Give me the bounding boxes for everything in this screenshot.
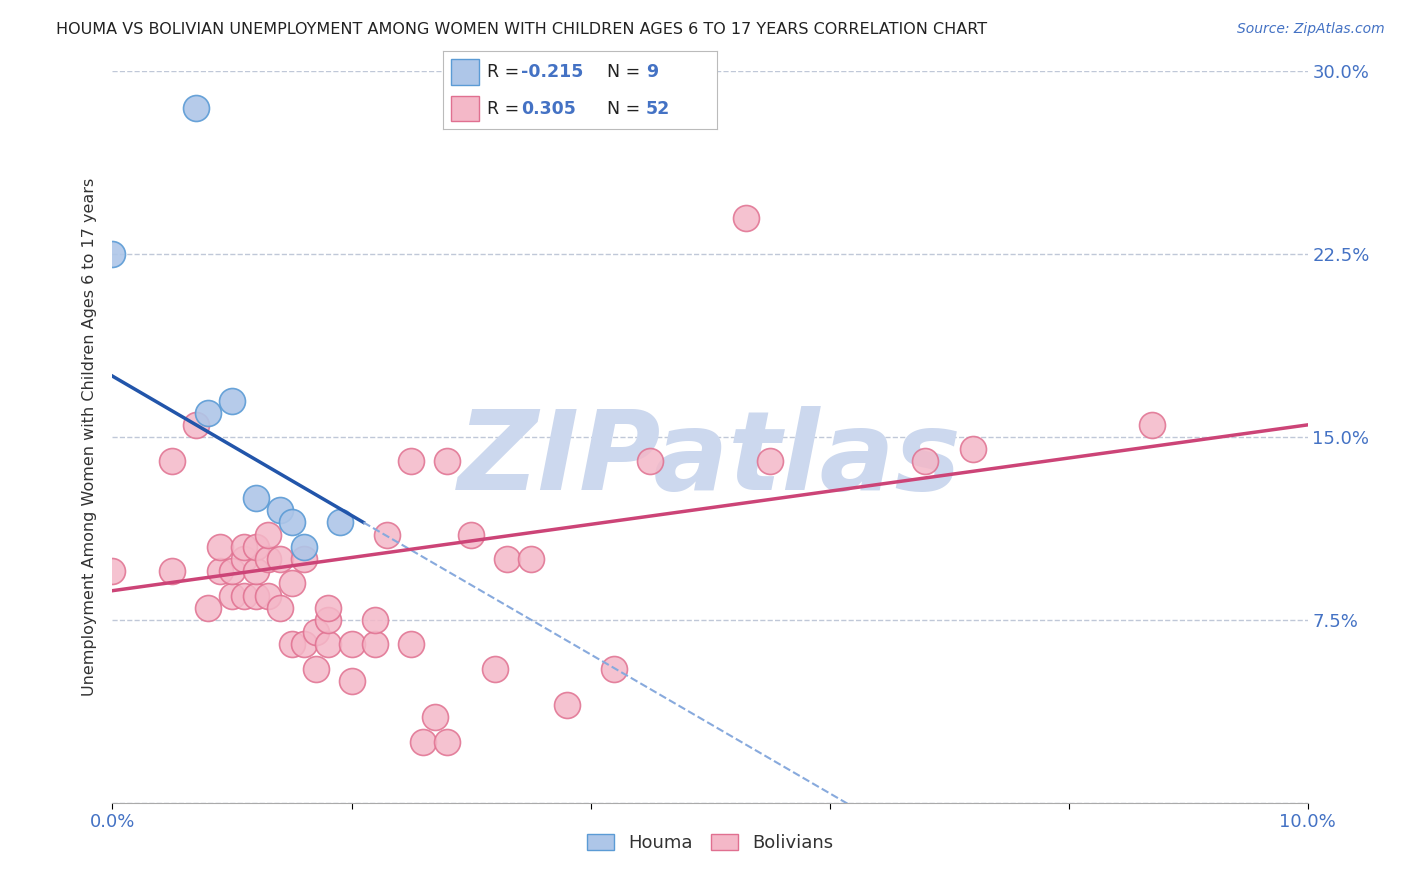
Point <box>257 552 280 566</box>
Point <box>401 637 423 651</box>
Text: R =: R = <box>486 62 524 80</box>
Point <box>101 247 124 261</box>
Text: N =: N = <box>607 62 647 80</box>
Text: 0.305: 0.305 <box>522 100 576 118</box>
Point <box>245 540 267 554</box>
Point <box>257 589 280 603</box>
Point <box>316 613 339 627</box>
Point <box>305 625 328 640</box>
Text: -0.215: -0.215 <box>522 62 583 80</box>
Point <box>101 564 124 578</box>
Text: ZIPatlas: ZIPatlas <box>458 406 962 513</box>
Text: N =: N = <box>607 100 647 118</box>
Point <box>245 589 267 603</box>
Point <box>257 527 280 541</box>
Point <box>914 454 936 468</box>
Point <box>603 662 626 676</box>
Point <box>269 552 291 566</box>
Point <box>197 406 219 420</box>
Point <box>1142 417 1164 432</box>
Point <box>377 527 399 541</box>
Point <box>221 393 243 408</box>
Point <box>292 540 315 554</box>
Text: R =: R = <box>486 100 524 118</box>
Point <box>640 454 662 468</box>
Point <box>555 698 578 713</box>
Point <box>425 710 447 724</box>
Point <box>401 454 423 468</box>
Point <box>316 637 339 651</box>
Point <box>496 552 519 566</box>
Point <box>269 600 291 615</box>
Point <box>759 454 782 468</box>
Point <box>209 540 232 554</box>
Text: Source: ZipAtlas.com: Source: ZipAtlas.com <box>1237 22 1385 37</box>
Point <box>340 637 363 651</box>
Point <box>186 417 208 432</box>
Point <box>292 637 315 651</box>
Point <box>186 101 208 115</box>
Point <box>735 211 758 225</box>
Point <box>484 662 506 676</box>
Text: 52: 52 <box>645 100 671 118</box>
Text: 9: 9 <box>645 62 658 80</box>
Point <box>436 735 458 749</box>
Point <box>162 454 183 468</box>
Point <box>245 564 267 578</box>
Text: HOUMA VS BOLIVIAN UNEMPLOYMENT AMONG WOMEN WITH CHILDREN AGES 6 TO 17 YEARS CORR: HOUMA VS BOLIVIAN UNEMPLOYMENT AMONG WOM… <box>56 22 987 37</box>
Point <box>412 735 434 749</box>
Point <box>305 662 328 676</box>
Point <box>364 637 387 651</box>
Point <box>281 516 304 530</box>
Point <box>340 673 363 688</box>
Y-axis label: Unemployment Among Women with Children Ages 6 to 17 years: Unemployment Among Women with Children A… <box>82 178 97 696</box>
Point <box>221 589 243 603</box>
Point <box>162 564 183 578</box>
Point <box>364 613 387 627</box>
Point <box>292 552 315 566</box>
Point <box>221 564 243 578</box>
Point <box>281 576 304 591</box>
Point <box>520 552 543 566</box>
Point <box>281 637 304 651</box>
Point <box>209 564 232 578</box>
FancyBboxPatch shape <box>451 95 478 121</box>
Point <box>233 589 256 603</box>
Point <box>233 552 256 566</box>
Legend: Houma, Bolivians: Houma, Bolivians <box>579 827 841 860</box>
Point <box>962 442 984 457</box>
Point <box>436 454 458 468</box>
Point <box>316 600 339 615</box>
Point <box>245 491 267 505</box>
Point <box>197 600 219 615</box>
Point <box>269 503 291 517</box>
Point <box>233 540 256 554</box>
Point <box>329 516 352 530</box>
FancyBboxPatch shape <box>451 59 478 85</box>
Point <box>460 527 482 541</box>
